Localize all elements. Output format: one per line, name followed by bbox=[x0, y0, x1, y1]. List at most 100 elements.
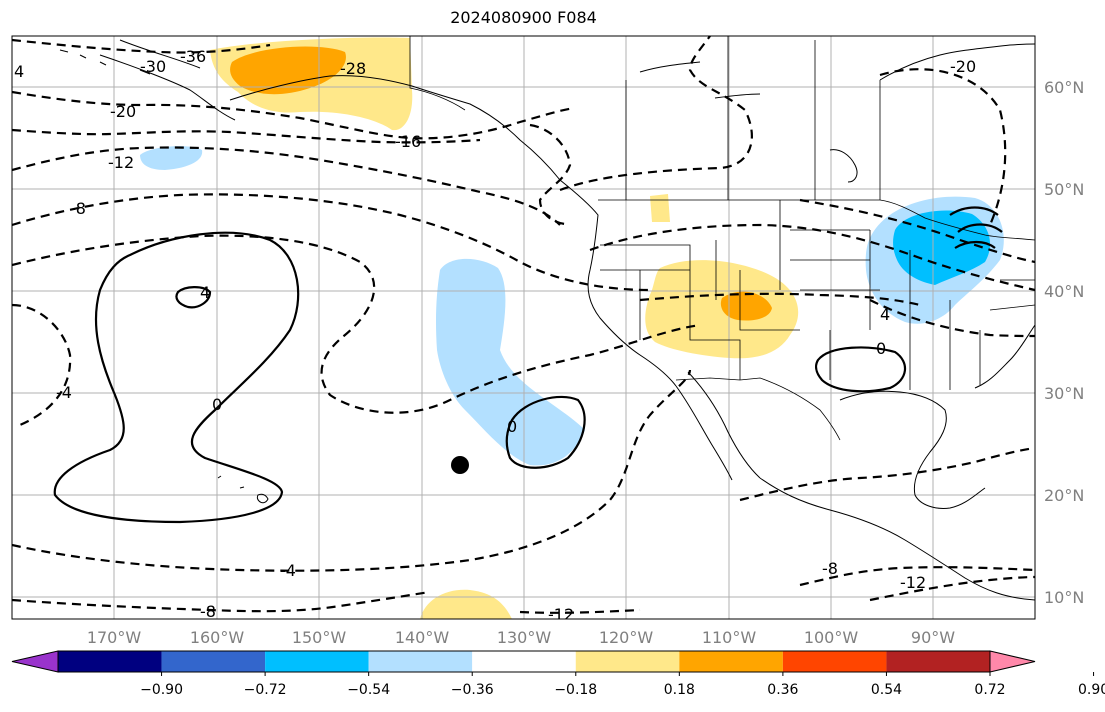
colorbar-extend-low bbox=[11, 650, 59, 673]
positive-anomaly-alaska-core bbox=[230, 46, 346, 95]
us-canada-border bbox=[598, 199, 1035, 241]
shaded-field-layer bbox=[140, 37, 1004, 619]
colorbar-tick-label: 0.36 bbox=[767, 682, 798, 698]
mexico-coast bbox=[759, 477, 1035, 601]
lat-tick-label: 60°N bbox=[1044, 78, 1084, 97]
contour-line bbox=[739, 446, 1035, 502]
contour-label: 0 bbox=[876, 339, 886, 358]
colorbar-swatch bbox=[679, 651, 783, 672]
canada-provinces bbox=[625, 36, 881, 200]
colorbar-extend-high bbox=[989, 650, 1036, 673]
contour-label: 0 bbox=[507, 417, 517, 436]
contour-line bbox=[12, 128, 481, 144]
lat-tick-label: 30°N bbox=[1044, 384, 1084, 403]
contour-label: -20 bbox=[950, 57, 976, 76]
contour-label: -8 bbox=[70, 199, 86, 218]
colorbar-tick-label: 0.72 bbox=[974, 682, 1005, 698]
graticule bbox=[12, 36, 1035, 619]
positive-anomaly-southwest-core bbox=[720, 291, 772, 321]
contour-great-lakes bbox=[949, 206, 1003, 249]
colorbar-outline bbox=[57, 650, 991, 673]
lon-tick-label: 120°W bbox=[599, 628, 654, 647]
contour-line bbox=[12, 38, 271, 54]
contour-line bbox=[869, 575, 1035, 602]
contour-label: -8 bbox=[200, 602, 216, 621]
contour-label: -12 bbox=[900, 573, 926, 592]
alaska-coast bbox=[99, 39, 561, 181]
contour-line bbox=[12, 590, 431, 613]
contour-label: -16 bbox=[395, 132, 421, 151]
contour-label: -12 bbox=[548, 605, 574, 624]
contour-label: 0 bbox=[212, 395, 222, 414]
us-mexico-border bbox=[675, 377, 841, 441]
contour-line bbox=[519, 608, 641, 614]
contour-label: -20 bbox=[110, 102, 136, 121]
contour-line bbox=[799, 566, 1035, 587]
contour-line bbox=[12, 90, 576, 140]
colorbar: −0.90 −0.72 −0.54 −0.36 −0.18 0.18 0.36 0.54 0.7… bbox=[11, 650, 1105, 698]
colorbar-tick-label: 0.90 bbox=[1078, 682, 1105, 698]
solid-contours bbox=[53, 206, 1003, 524]
location-marker bbox=[451, 456, 469, 474]
political-borders bbox=[409, 36, 1035, 441]
contour-label: -8 bbox=[822, 559, 838, 578]
zero-contour-texas bbox=[815, 346, 906, 393]
contour-label: -4 bbox=[280, 561, 296, 580]
baja-peninsula bbox=[675, 371, 761, 481]
colorbar-swatch bbox=[886, 651, 990, 672]
colorbar-swatch bbox=[575, 651, 680, 672]
pacific-northwest-coast bbox=[559, 179, 677, 387]
colorbar-swatch bbox=[161, 651, 266, 672]
lon-tick-label: 110°W bbox=[702, 628, 757, 647]
positive-anomaly-idaho bbox=[650, 194, 670, 222]
lat-tick-label: 40°N bbox=[1044, 282, 1084, 301]
colorbar-tick-label: −0.36 bbox=[451, 682, 494, 698]
coastlines bbox=[59, 39, 1035, 601]
colorbar-swatch bbox=[265, 651, 369, 672]
colorbar-swatch bbox=[368, 651, 473, 672]
lon-tick-label: 140°W bbox=[395, 628, 450, 647]
contour-label: -4 bbox=[56, 383, 72, 402]
lon-tick-label: 130°W bbox=[497, 628, 552, 647]
us-states bbox=[600, 200, 1035, 390]
hawaii bbox=[217, 475, 269, 504]
gulf-coast bbox=[839, 390, 986, 509]
zero-contour-near-dot bbox=[505, 395, 586, 469]
contour-line bbox=[12, 234, 701, 414]
dashed-contours bbox=[12, 36, 1035, 614]
contour-label: -30 bbox=[140, 57, 166, 76]
contour-label: -12 bbox=[108, 153, 134, 172]
lat-tick-label: 10°N bbox=[1044, 588, 1084, 607]
contour-line bbox=[639, 292, 921, 307]
contour-line bbox=[559, 36, 753, 192]
positive-anomaly-southwest bbox=[645, 260, 799, 359]
colorbar-tick-label: −0.18 bbox=[554, 682, 597, 698]
aleutians bbox=[59, 49, 151, 75]
contour-label: 4 bbox=[880, 305, 890, 324]
contour-label: -36 bbox=[180, 47, 206, 66]
lon-tick-label: 150°W bbox=[292, 628, 347, 647]
contour-line bbox=[12, 369, 692, 572]
colorbar-tick-label: 0.54 bbox=[871, 682, 902, 698]
colorbar-swatch bbox=[472, 651, 576, 672]
contour-line bbox=[12, 193, 651, 292]
contour-line bbox=[869, 299, 1035, 338]
longitude-ticks: 170°W 160°W 150°W 140°W 130°W 120°W 110°… bbox=[87, 628, 955, 647]
map-frame bbox=[11, 35, 1036, 620]
latitude-ticks: 60°N 50°N 40°N 30°N 20°N 10°N bbox=[1044, 78, 1084, 607]
canada-arctic bbox=[879, 43, 1035, 81]
lat-tick-label: 20°N bbox=[1044, 486, 1084, 505]
contour-line bbox=[879, 68, 1007, 226]
contour-label: -28 bbox=[340, 59, 366, 78]
colorbar-swatch bbox=[58, 651, 162, 672]
positive-anomaly-south-pacific bbox=[420, 589, 512, 619]
colorbar-swatch bbox=[782, 651, 887, 672]
zero-contour-pacific bbox=[53, 231, 300, 524]
negative-anomaly-great-lakes-core bbox=[893, 210, 991, 285]
contour-label: 4 bbox=[14, 62, 24, 81]
contour-line bbox=[12, 146, 561, 226]
alaska-canada-border bbox=[409, 36, 466, 111]
contour-small-ring bbox=[175, 286, 212, 309]
colorbar-tick-label: −0.90 bbox=[140, 682, 183, 698]
